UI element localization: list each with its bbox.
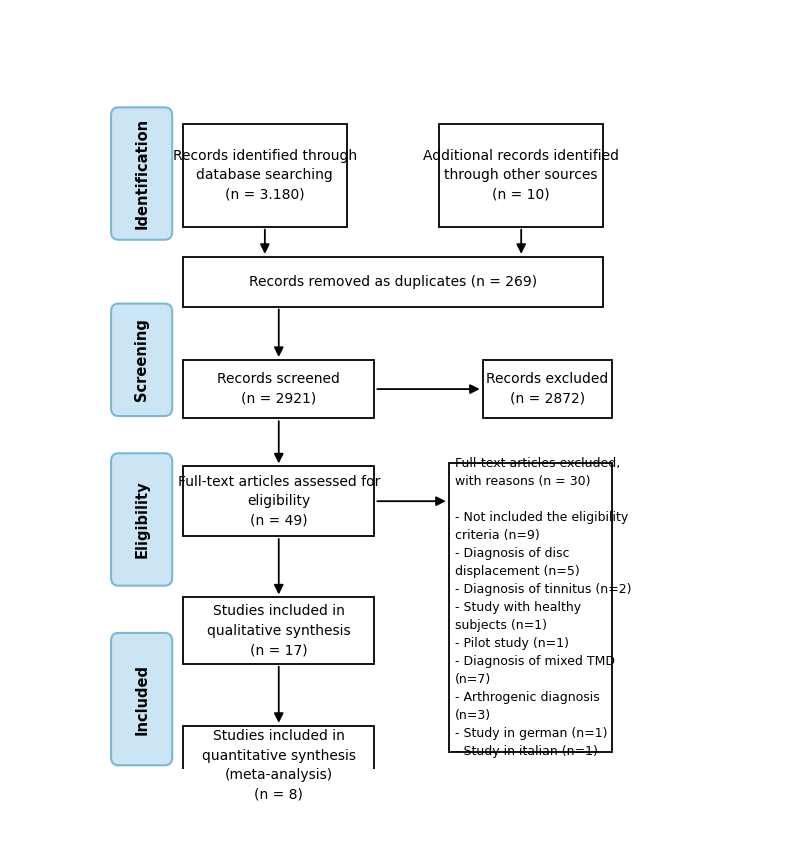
FancyBboxPatch shape [183,359,375,418]
FancyBboxPatch shape [183,726,375,805]
Text: Studies included in
quantitative synthesis
(meta-analysis)
(n = 8): Studies included in quantitative synthes… [202,729,355,802]
Text: Eligibility: Eligibility [134,480,149,558]
FancyBboxPatch shape [111,633,172,766]
FancyBboxPatch shape [482,359,612,418]
FancyBboxPatch shape [449,463,612,753]
Text: Included: Included [134,664,149,734]
Text: Records screened
(n = 2921): Records screened (n = 2921) [218,372,340,406]
FancyBboxPatch shape [183,467,375,536]
Text: Records excluded
(n = 2872): Records excluded (n = 2872) [486,372,609,406]
FancyBboxPatch shape [111,107,172,239]
FancyBboxPatch shape [111,454,172,586]
Text: Records identified through
database searching
(n = 3.180): Records identified through database sear… [173,149,357,201]
Text: Studies included in
qualitative synthesis
(n = 17): Studies included in qualitative synthesi… [207,604,351,658]
FancyBboxPatch shape [183,124,347,226]
FancyBboxPatch shape [111,303,172,416]
Text: Screening: Screening [134,318,149,401]
Text: Full-text articles assessed for
eligibility
(n = 49): Full-text articles assessed for eligibil… [178,474,380,528]
Text: Records removed as duplicates (n = 269): Records removed as duplicates (n = 269) [249,275,537,289]
Text: Full-text articles excluded,
with reasons (n = 30)

- Not included the eligibili: Full-text articles excluded, with reason… [455,457,631,758]
FancyBboxPatch shape [439,124,603,226]
Text: Additional records identified
through other sources
(n = 10): Additional records identified through ot… [423,149,619,201]
FancyBboxPatch shape [183,257,603,307]
Text: Identification: Identification [134,118,149,229]
FancyBboxPatch shape [183,597,375,664]
